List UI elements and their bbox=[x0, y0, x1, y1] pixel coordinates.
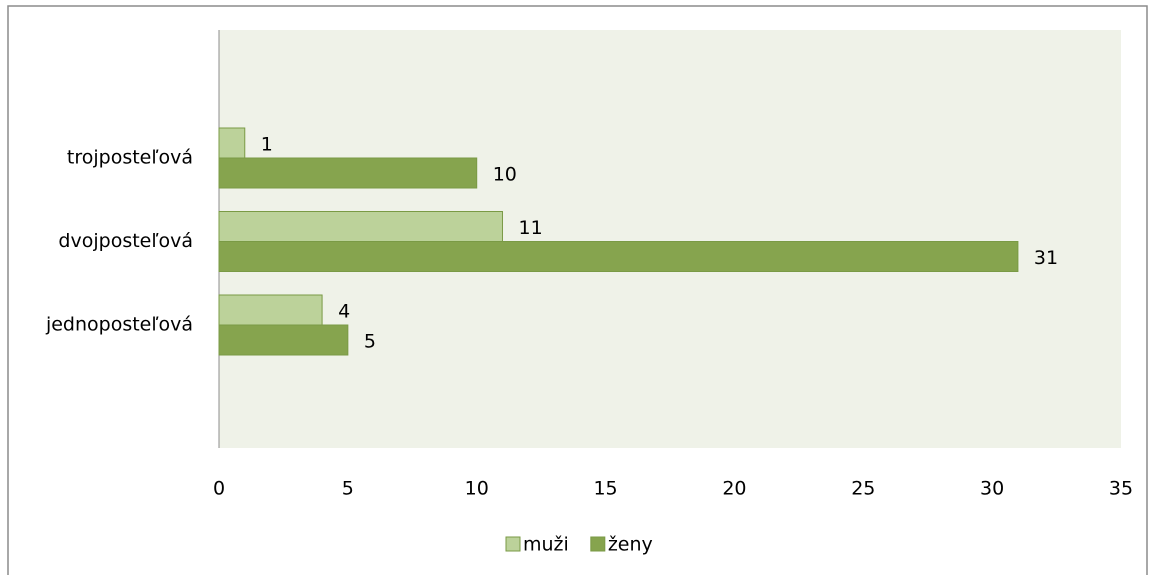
legend-swatch bbox=[505, 536, 521, 552]
legend-swatch bbox=[590, 536, 606, 552]
bar bbox=[218, 294, 323, 326]
bar bbox=[218, 157, 478, 189]
bar bbox=[218, 241, 1019, 272]
data-label: 1 bbox=[261, 134, 273, 156]
data-label: 5 bbox=[364, 331, 376, 353]
chart-border bbox=[7, 5, 1148, 575]
x-tick-label: 35 bbox=[1109, 478, 1133, 500]
y-tick-label: dvojposteľová bbox=[58, 230, 193, 252]
bar bbox=[218, 211, 503, 242]
bar bbox=[218, 127, 246, 159]
y-tick-label: trojposteľová bbox=[67, 147, 193, 169]
x-tick-label: 10 bbox=[465, 478, 489, 500]
data-label: 31 bbox=[1034, 247, 1058, 269]
x-tick-label: 20 bbox=[722, 478, 746, 500]
y-tick-label: jednoposteľová bbox=[45, 314, 193, 336]
x-tick-label: 0 bbox=[213, 478, 225, 500]
bar bbox=[218, 324, 349, 356]
x-tick-label: 5 bbox=[342, 478, 354, 500]
legend-label: muži bbox=[523, 534, 569, 556]
data-label: 4 bbox=[338, 301, 350, 323]
data-label: 11 bbox=[518, 217, 542, 239]
x-tick-label: 15 bbox=[593, 478, 617, 500]
x-tick-label: 25 bbox=[851, 478, 875, 500]
legend-label: ženy bbox=[608, 534, 653, 556]
x-tick-label: 30 bbox=[980, 478, 1004, 500]
data-label: 10 bbox=[493, 164, 517, 186]
